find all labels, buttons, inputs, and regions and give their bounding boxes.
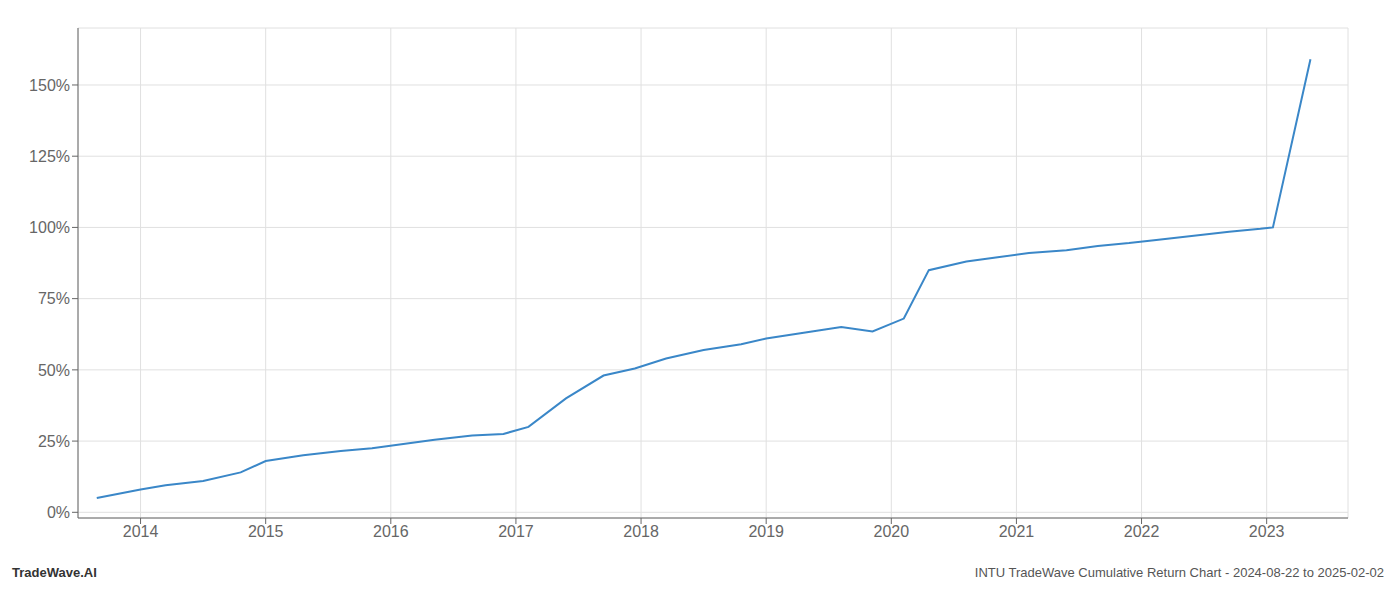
svg-text:2014: 2014 bbox=[123, 523, 159, 540]
svg-text:2021: 2021 bbox=[999, 523, 1035, 540]
svg-text:75%: 75% bbox=[38, 290, 70, 307]
svg-text:50%: 50% bbox=[38, 362, 70, 379]
svg-text:25%: 25% bbox=[38, 433, 70, 450]
svg-text:100%: 100% bbox=[29, 219, 70, 236]
svg-text:2019: 2019 bbox=[748, 523, 784, 540]
svg-text:2023: 2023 bbox=[1249, 523, 1285, 540]
svg-text:150%: 150% bbox=[29, 77, 70, 94]
svg-text:2017: 2017 bbox=[498, 523, 534, 540]
svg-text:125%: 125% bbox=[29, 148, 70, 165]
svg-text:2022: 2022 bbox=[1124, 523, 1160, 540]
html-text:TradeWave.AI: TradeWave.AI bbox=[12, 565, 97, 580]
svg-text:2016: 2016 bbox=[373, 523, 409, 540]
svg-text:2018: 2018 bbox=[623, 523, 659, 540]
svg-text:2015: 2015 bbox=[248, 523, 284, 540]
svg-text:0%: 0% bbox=[47, 504, 70, 521]
svg-text:2020: 2020 bbox=[874, 523, 910, 540]
html-text:INTU TradeWave Cumulative Retu: INTU TradeWave Cumulative Return Chart -… bbox=[974, 565, 1384, 580]
